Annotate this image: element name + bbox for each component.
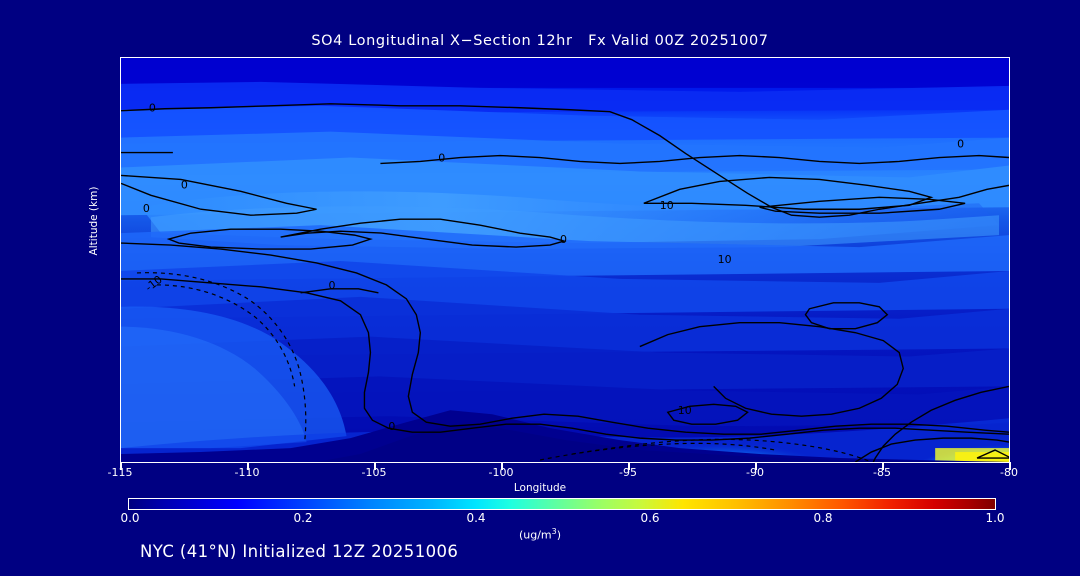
contour-label-0: 0	[560, 233, 567, 246]
contour-label-10: 10	[660, 199, 674, 212]
colorbar-tick-3: 0.6	[640, 511, 660, 525]
x-tick--110: -110	[234, 466, 260, 479]
colorbar-tick-0: 0.0	[120, 511, 140, 525]
colorbar-tick-4: 0.8	[813, 511, 833, 525]
colorbar	[128, 498, 996, 510]
x-tick--105: -105	[361, 466, 387, 479]
colorbar-tick-1: 0.2	[293, 511, 313, 525]
colorbar-units-exponent: 3	[551, 527, 557, 536]
contour-label-0: 0	[957, 138, 964, 151]
colorbar-units-label: (ug/m3)	[0, 527, 1080, 542]
contour-label-10: 10	[718, 253, 732, 266]
x-tick-mark	[247, 461, 249, 470]
contour-label-0: 0	[149, 102, 156, 115]
contour-label-0: 0	[181, 178, 188, 191]
x-tick--80: -80	[1000, 466, 1018, 479]
footer-caption: NYC (41°N) Initialized 12Z 20251006	[140, 542, 459, 561]
contour-label-0: 0	[388, 420, 395, 433]
contour-label-0: 0	[329, 279, 336, 292]
colorbar-tick-5: 1.0	[985, 511, 1005, 525]
colorbar-tick-2: 0.4	[466, 511, 486, 525]
contour-label-10: 10	[678, 404, 692, 417]
x-tick-mark	[1009, 461, 1011, 470]
contour-label-0: 0	[438, 152, 445, 165]
x-tick-mark	[501, 461, 503, 470]
x-tick-mark	[628, 461, 630, 470]
x-tick-mark	[755, 461, 757, 470]
cross-section-plot: 0 0 0 0 0 0 0 0 10 10 10 -10	[120, 57, 1010, 463]
x-tick--100: -100	[488, 466, 514, 479]
x-tick--85: -85	[873, 466, 891, 479]
field-svg: 0 0 0 0 0 0 0 0 10 10 10 -10	[121, 58, 1009, 462]
x-tick--95: -95	[619, 466, 637, 479]
colorbar-units-text: (ug/m	[518, 528, 552, 542]
x-tick--115: -115	[107, 466, 133, 479]
x-tick-mark	[882, 461, 884, 470]
x-tick--90: -90	[746, 466, 764, 479]
x-axis-label: Longitude	[513, 482, 567, 494]
contour-label-0: 0	[143, 202, 150, 215]
colorbar-units-close: )	[556, 528, 562, 542]
x-tick-mark	[120, 461, 122, 470]
y-axis-label: Altitude (km)	[88, 186, 100, 256]
x-tick-mark	[374, 461, 376, 470]
chart-title: SO4 Longitudinal X−Section 12hr Fx Valid…	[311, 33, 769, 49]
